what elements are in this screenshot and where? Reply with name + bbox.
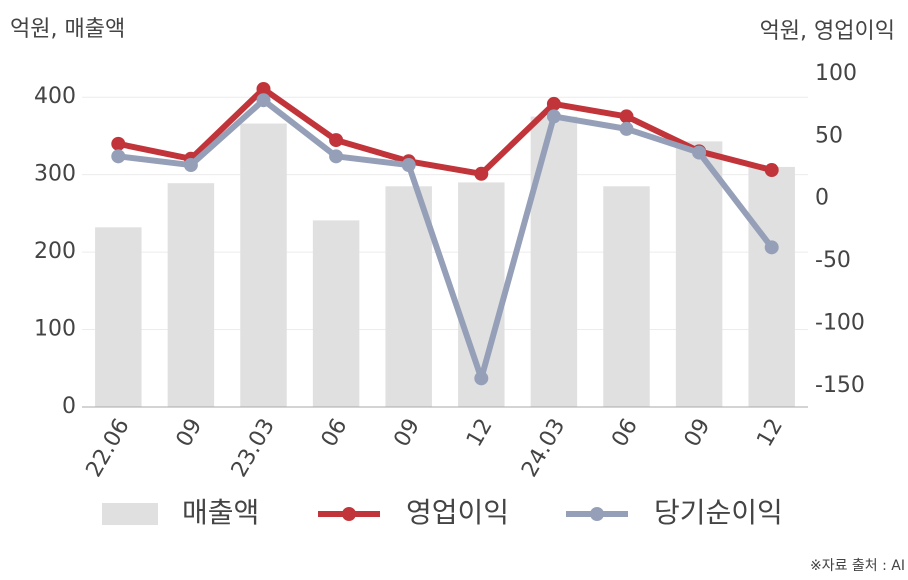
point <box>474 371 489 386</box>
bar <box>530 116 578 408</box>
bar <box>675 141 723 407</box>
y2-tick-label: -150 <box>815 373 865 398</box>
y2-tick-label: 0 <box>815 186 829 211</box>
y2-tick-label: -100 <box>815 310 865 335</box>
legend-swatch <box>342 507 356 521</box>
point <box>183 158 198 173</box>
point <box>329 133 344 148</box>
source: ※자료 출처 : AI <box>810 558 905 574</box>
point <box>256 81 271 96</box>
x-tick-label: 22.06 <box>82 415 135 482</box>
y-tick-label: 100 <box>34 317 76 342</box>
x-tick-label: 09 <box>172 415 208 452</box>
point <box>546 96 561 111</box>
x-tick-label: 09 <box>389 415 425 452</box>
bar <box>385 186 432 407</box>
bar <box>167 183 215 407</box>
y2-tick-label: 100 <box>815 61 857 86</box>
point <box>111 136 126 151</box>
x-tick-label: 06 <box>607 415 643 452</box>
y-tick-label: 400 <box>34 84 76 109</box>
y-axis-label: 억원, 매출액 <box>10 17 125 42</box>
bar <box>603 186 650 407</box>
bar <box>748 166 795 407</box>
bar <box>95 227 142 407</box>
point <box>692 145 707 160</box>
point <box>474 166 489 181</box>
point <box>619 121 634 136</box>
legend-swatch <box>590 507 604 521</box>
legend-label: 당기순이익 <box>654 496 783 529</box>
point <box>256 93 271 108</box>
line <box>117 97 775 382</box>
x-tick-label: 06 <box>317 415 353 452</box>
x-tick-label: 24.03 <box>517 415 570 482</box>
y2-tick-label: 50 <box>815 123 843 148</box>
x-tick-label: 09 <box>680 415 716 452</box>
x-tick-label: 12 <box>462 415 498 452</box>
point <box>329 149 344 164</box>
bar <box>240 123 287 407</box>
legend-label: 매출액 <box>182 496 259 529</box>
bar <box>312 220 360 407</box>
y2-axis-label: 억원, 영업이익 <box>760 19 895 44</box>
y-tick-label: 300 <box>34 162 76 187</box>
y-tick-label: 0 <box>62 394 76 419</box>
line <box>117 85 773 177</box>
legend-swatch <box>102 503 158 525</box>
point <box>619 109 634 124</box>
x-tick-label: 12 <box>752 415 788 452</box>
point <box>764 240 779 255</box>
point <box>111 149 126 164</box>
y-tick-label: 200 <box>34 239 76 264</box>
legend-label: 영업이익 <box>406 496 509 529</box>
point <box>764 163 779 178</box>
x-tick-label: 23.03 <box>227 415 280 482</box>
y2-tick-label: -50 <box>815 248 851 273</box>
point <box>546 109 561 124</box>
point <box>401 158 416 173</box>
